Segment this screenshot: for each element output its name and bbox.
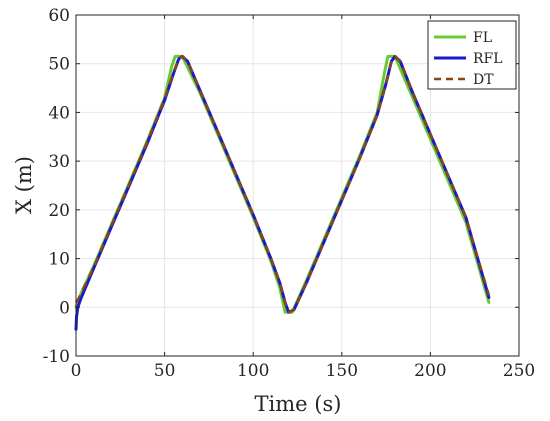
x-tick-label: 250 bbox=[503, 361, 535, 381]
series-lines bbox=[74, 54, 491, 331]
y-tick-label: 10 bbox=[48, 250, 70, 270]
plot-frame bbox=[75, 14, 520, 357]
legend: FL RFL DT bbox=[427, 20, 517, 90]
y-tick-label: -10 bbox=[43, 347, 70, 367]
y-tick-label: 30 bbox=[48, 152, 70, 172]
legend-box bbox=[427, 20, 517, 90]
legend-label-dt: DT bbox=[473, 72, 494, 88]
series-line-dt bbox=[75, 55, 491, 314]
x-tick-label: 150 bbox=[326, 361, 358, 381]
x-tick-label: 200 bbox=[414, 361, 446, 381]
y-tick-label: 20 bbox=[48, 201, 70, 221]
x-tick-label: 100 bbox=[237, 361, 269, 381]
x-tick-label: 0 bbox=[71, 361, 82, 381]
y-tick-label: 50 bbox=[48, 55, 70, 75]
y-tick-label: 0 bbox=[59, 298, 70, 318]
x-axis-label: Time (s) bbox=[255, 392, 342, 416]
legend-label-fl: FL bbox=[473, 30, 492, 46]
x-tick-label: 50 bbox=[154, 361, 176, 381]
y-tick-label: 60 bbox=[48, 6, 70, 26]
legend-label-rfl: RFL bbox=[473, 51, 503, 67]
y-axis-label: X (m) bbox=[12, 156, 36, 214]
y-tick-label: 40 bbox=[48, 103, 70, 123]
